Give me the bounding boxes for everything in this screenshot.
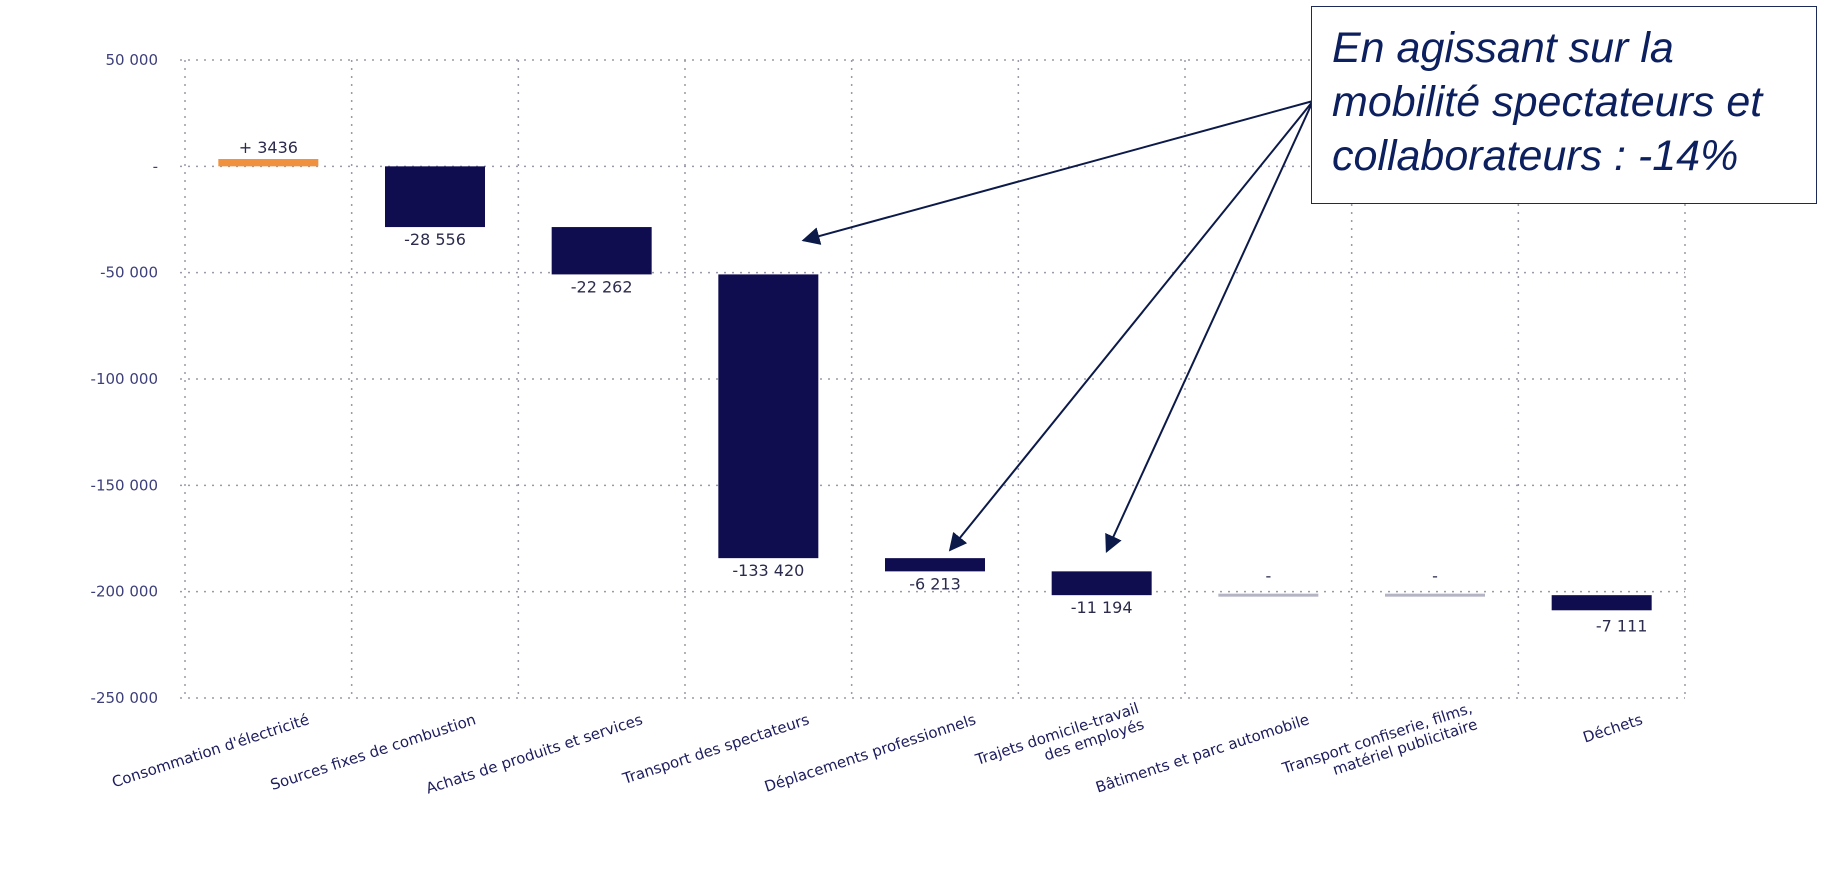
y-tick-label: 50 000	[106, 51, 159, 69]
bars	[218, 159, 1652, 611]
callout-arrow	[948, 100, 1314, 552]
callout-line-2: mobilité spectateurs et	[1332, 78, 1763, 126]
callout-line-1: En agissant sur la	[1332, 24, 1674, 72]
grid-lines	[180, 59, 1686, 699]
data-label: -7 111	[1596, 616, 1648, 635]
bar	[885, 558, 985, 572]
callout-arrow	[1105, 100, 1314, 553]
data-label: -22 262	[571, 277, 633, 296]
y-axis: 50 000 - -50 000 -100 000 -150 000 -200 000 -2…	[91, 51, 158, 707]
bar	[551, 227, 652, 275]
callout-arrow	[801, 100, 1314, 245]
data-label: -	[1432, 567, 1438, 586]
data-label: -	[1265, 567, 1271, 586]
bar	[385, 166, 485, 228]
y-tick-label: -150 000	[91, 476, 158, 494]
y-tick-label: -200 000	[91, 583, 158, 601]
data-label: -133 420	[732, 561, 804, 580]
data-label: + 3436	[239, 138, 298, 157]
callout-arrows	[801, 100, 1314, 553]
x-tick-label: Transport confiserie, films,matériel pub…	[1279, 699, 1480, 794]
data-label: -28 556	[404, 230, 466, 249]
x-tick-label-line: Déchets	[1581, 710, 1645, 746]
bar	[718, 274, 819, 559]
y-tick-label: -250 000	[91, 689, 158, 707]
bar	[1385, 593, 1485, 597]
data-label: -6 213	[909, 574, 961, 593]
y-tick-label: -	[153, 157, 158, 175]
callout-box: En agissant sur la mobilité spectateurs …	[1311, 6, 1817, 204]
bar	[1051, 571, 1152, 596]
bar	[218, 159, 319, 167]
data-labels: + 3436 -28 556 -22 262 -133 420 -6 213 -11 19…	[239, 138, 1648, 635]
x-tick-label: Déchets	[1581, 710, 1645, 746]
bar	[1551, 595, 1652, 611]
y-tick-label: -100 000	[91, 370, 158, 388]
callout-line-3: collaborateurs : -14%	[1332, 132, 1739, 180]
y-tick-label: -50 000	[100, 264, 158, 282]
bar	[1218, 593, 1319, 597]
data-label: -11 194	[1071, 598, 1133, 617]
